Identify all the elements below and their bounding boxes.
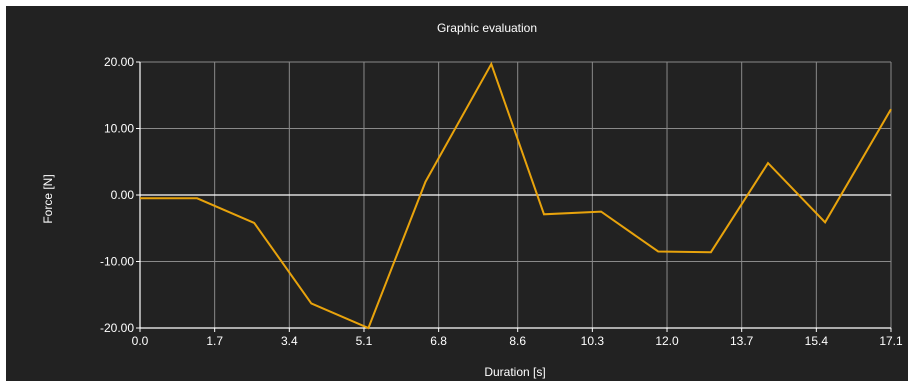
- chart-panel: Graphic evaluation 0.0 1.7 3.4 5.1 6.8 8.6 10.…: [6, 6, 908, 381]
- x-tick-label: 15.4: [805, 334, 829, 348]
- y-tick-label: -20.00: [100, 321, 134, 335]
- x-tick-label: 6.8: [430, 334, 447, 348]
- x-tick-label: 17.1: [879, 334, 903, 348]
- x-tick-label: 8.6: [509, 334, 526, 348]
- x-tick-label: 0.0: [132, 334, 149, 348]
- x-tick-label: 1.7: [206, 334, 223, 348]
- y-tick-label: 10.00: [104, 122, 134, 136]
- y-axis-label: Force [N]: [41, 174, 55, 223]
- x-tick-label: 10.3: [581, 334, 605, 348]
- y-tick-label: 20.00: [104, 55, 134, 69]
- grid-layer: [140, 61, 892, 328]
- chart-title: Graphic evaluation: [437, 21, 537, 35]
- axis-layer: [136, 61, 892, 332]
- x-tick-label: 5.1: [356, 334, 373, 348]
- y-tick-label: -10.00: [100, 255, 134, 269]
- tick-layer: 0.0 1.7 3.4 5.1 6.8 8.6 10.3 12.0 13.7 15.4 17.1 20…: [100, 55, 903, 348]
- y-tick-label: 0.00: [111, 188, 135, 202]
- x-tick-label: 3.4: [281, 334, 298, 348]
- x-tick-label: 13.7: [730, 334, 754, 348]
- series-layer: [140, 61, 892, 330]
- x-axis-label: Duration [s]: [484, 365, 545, 379]
- x-tick-label: 12.0: [655, 334, 679, 348]
- force-series-line: [140, 61, 892, 330]
- line-chart: Graphic evaluation 0.0 1.7 3.4 5.1 6.8 8.6 10.…: [41, 21, 903, 379]
